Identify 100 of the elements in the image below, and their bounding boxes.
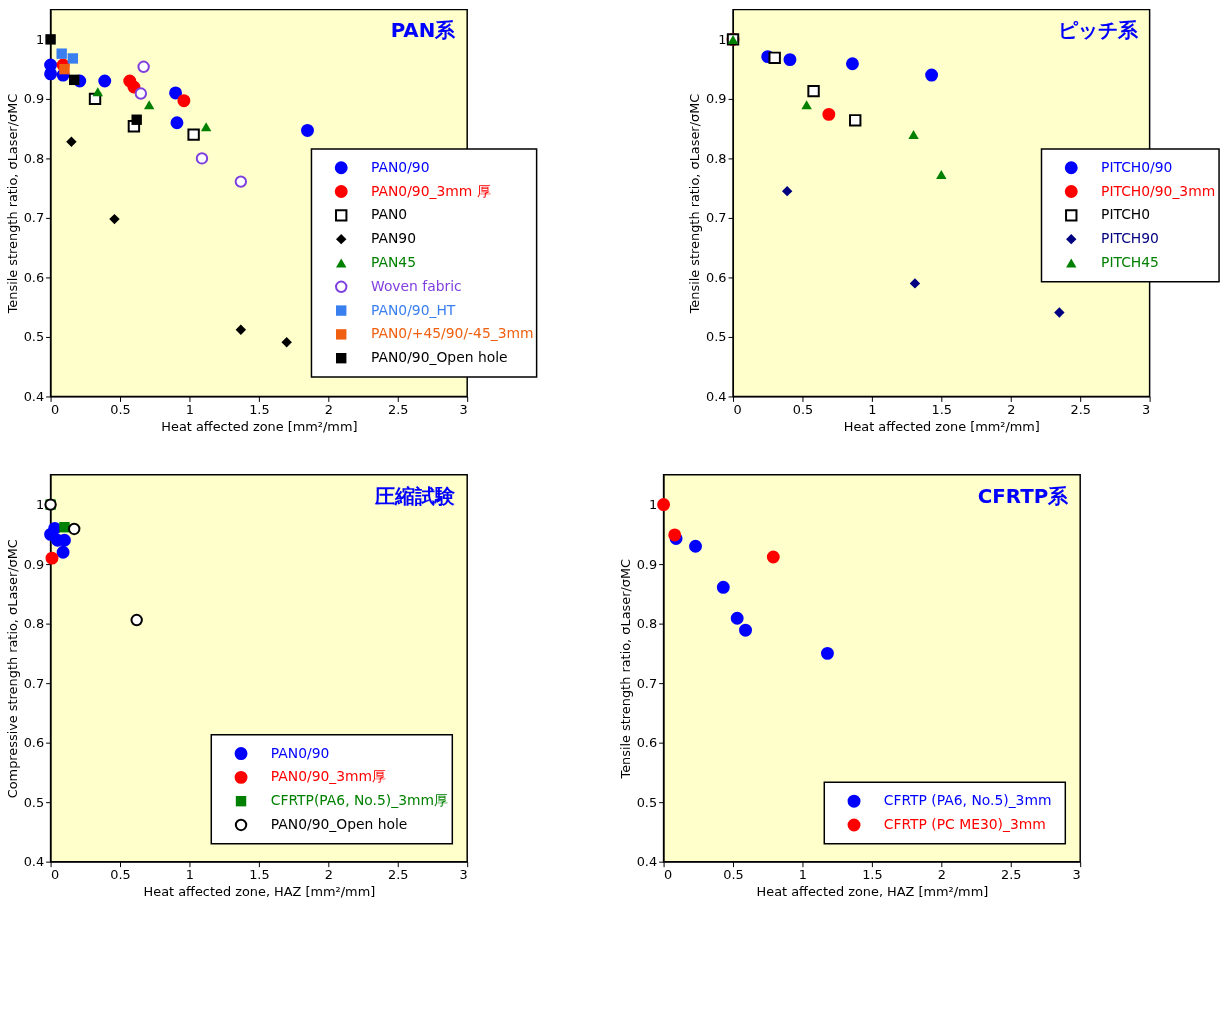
- y-tick-label: 1: [648, 497, 658, 513]
- point: [766, 550, 780, 564]
- y-tick-label: 0.9: [636, 556, 658, 572]
- x-tick-label: 0: [51, 867, 60, 883]
- x-tick-label: 0: [733, 401, 742, 417]
- point: [92, 87, 103, 97]
- point: [68, 74, 80, 86]
- point: [56, 545, 70, 559]
- x-tick-label: 2.5: [388, 867, 409, 883]
- point: [187, 128, 200, 141]
- legend-label: PAN0/+45/90/-45_3mm: [370, 325, 534, 342]
- x-tick-label: 0.5: [110, 867, 131, 883]
- x-tick-label: 3: [1072, 867, 1081, 883]
- point: [68, 522, 81, 536]
- point: [1054, 307, 1065, 318]
- x-tick-label: 3: [459, 401, 468, 417]
- y-tick-label: 1: [718, 31, 727, 47]
- y-tick-label: 0.5: [706, 329, 727, 345]
- x-axis-title: Heat affected zone [mm²/mm]: [843, 418, 1040, 434]
- y-tick-label: 0.8: [706, 150, 727, 166]
- y-axis-title: Tensile strength ratio, σLaser/σMC: [617, 558, 633, 780]
- point: [781, 185, 793, 197]
- point: [849, 114, 862, 127]
- x-tick-label: 2: [937, 867, 946, 883]
- x-tick-label: 2.5: [388, 401, 409, 417]
- x-tick-label: 1.5: [249, 867, 270, 883]
- point: [56, 48, 67, 59]
- y-tick-label: 0.4: [23, 854, 45, 870]
- legend-label: PAN0/90_Open hole: [370, 349, 508, 366]
- y-axis-title: Tensile strength ratio, σLaser/σMC: [687, 93, 703, 315]
- point: [143, 100, 155, 110]
- legend-label: CFRTP(PA6, No.5)_3mm厚: [270, 792, 449, 809]
- legend-label: PAN0/90: [370, 158, 430, 175]
- point: [657, 498, 671, 512]
- legend-label: PITCH0/90_3mm: [1101, 182, 1216, 199]
- x-tick-label: 2: [324, 401, 333, 417]
- y-tick-label: 0.7: [706, 210, 727, 226]
- y-tick-label: 0.5: [23, 794, 45, 810]
- point: [170, 116, 184, 130]
- legend-label: PAN0/90: [270, 744, 330, 761]
- point: [689, 539, 702, 553]
- y-tick-label: 0.9: [706, 91, 727, 107]
- point: [235, 324, 247, 336]
- y-tick-label: 1: [35, 31, 45, 47]
- point: [668, 528, 682, 542]
- point: [59, 522, 70, 533]
- y-tick-label: 0.9: [23, 556, 45, 572]
- x-tick-label: 0: [664, 867, 673, 883]
- point: [169, 86, 183, 100]
- point: [59, 63, 70, 75]
- x-tick-label: 1.5: [931, 401, 953, 417]
- x-tick-label: 2.5: [1070, 401, 1091, 417]
- legend-label: PAN0/90_HT: [370, 301, 456, 318]
- point: [820, 646, 834, 660]
- x-tick-label: 1: [798, 867, 808, 883]
- y-tick-label: 0.4: [23, 388, 45, 404]
- y-tick-label: 0.8: [23, 150, 45, 166]
- x-tick-label: 1: [185, 401, 195, 417]
- point: [730, 611, 744, 625]
- y-tick-label: 0.6: [706, 269, 727, 285]
- text: ピッチ系: [1057, 19, 1139, 43]
- point: [67, 53, 79, 64]
- y-tick-label: 0.6: [23, 269, 45, 285]
- legend-label: Woven fabric: [370, 277, 462, 294]
- legend-label: PAN45: [370, 253, 416, 270]
- point: [739, 623, 752, 637]
- point: [281, 337, 292, 348]
- point: [908, 130, 919, 140]
- point: [66, 136, 77, 147]
- legend-label: PITCH0: [1101, 206, 1151, 223]
- x-tick-label: 0.5: [723, 867, 744, 883]
- x-axis-title: Heat affected zone, HAZ [mm²/mm]: [756, 883, 989, 899]
- point: [845, 57, 859, 71]
- y-tick-label: 0.8: [23, 616, 45, 632]
- legend-label: CFRTP (PC ME30)_3mm: [883, 815, 1046, 832]
- legend-label: PITCH90: [1101, 230, 1159, 247]
- point: [131, 114, 142, 125]
- y-tick-label: 0.4: [636, 854, 658, 870]
- x-tick-label: 1.5: [862, 867, 883, 883]
- legend-label: PAN0/90_3mm厚: [270, 768, 387, 785]
- x-tick-label: 2: [324, 867, 333, 883]
- x-tick-label: 0: [51, 401, 60, 417]
- point: [130, 613, 143, 627]
- point: [822, 107, 836, 121]
- x-tick-label: 2.5: [1001, 867, 1022, 883]
- point: [768, 51, 781, 65]
- x-tick-label: 2: [1007, 401, 1016, 417]
- y-tick-label: 0.7: [23, 675, 45, 691]
- legend-label: PAN0/90_3mm 厚: [370, 182, 491, 199]
- legend-label: PITCH0/90: [1101, 158, 1173, 175]
- point: [925, 68, 939, 82]
- text: PAN系: [390, 19, 457, 43]
- point: [45, 34, 56, 45]
- x-tick-label: 0.5: [110, 401, 131, 417]
- point: [134, 87, 148, 100]
- point: [98, 74, 112, 88]
- y-tick-label: 0.9: [23, 91, 45, 107]
- y-tick-label: 1: [35, 497, 45, 513]
- legend-label: PAN90: [370, 230, 416, 247]
- y-tick-label: 0.6: [23, 735, 45, 751]
